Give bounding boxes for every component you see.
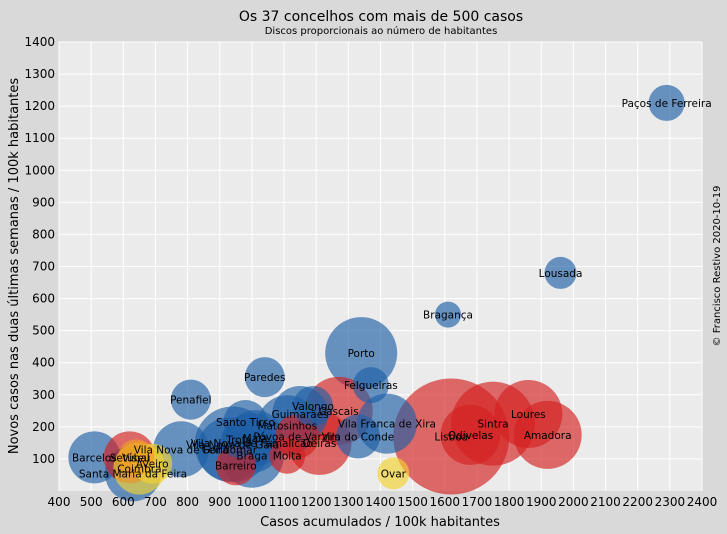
- bubble-label: Aveiro: [136, 459, 169, 471]
- bubble-point: [335, 414, 380, 459]
- x-axis-label: Casos acumulados / 100k habitantes: [260, 515, 500, 530]
- bubble-label: Trofa: [225, 435, 252, 447]
- y-tick-label: 300: [32, 388, 55, 402]
- bubble-point: [513, 400, 582, 469]
- x-tick-label: 2300: [655, 495, 686, 509]
- y-tick-label: 100: [32, 452, 55, 466]
- y-tick-label: 1300: [24, 67, 55, 81]
- y-tick-label: 500: [32, 324, 55, 338]
- bubble-point: [435, 301, 462, 328]
- bubble-label: Amadora: [524, 430, 572, 442]
- bubble-label: Barreiro: [215, 460, 257, 472]
- bubble-label: Cascais: [319, 406, 359, 418]
- bubble-label: Póvoa de Varzim: [253, 431, 340, 443]
- bubble-point: [544, 256, 577, 289]
- y-tick-label: 900: [32, 195, 55, 209]
- x-tick-label: 600: [112, 495, 135, 509]
- bubble-point: [352, 367, 389, 404]
- bubble-point: [292, 386, 333, 427]
- bubble-point: [118, 439, 155, 476]
- bubble-label: Vila Nova de Famalicão: [191, 438, 313, 450]
- bubble-point: [269, 437, 306, 474]
- y-tick-label: 400: [32, 356, 55, 370]
- x-tick-label: 900: [208, 495, 231, 509]
- bubble-point: [377, 457, 410, 490]
- bubble-label: Barcelos: [72, 452, 117, 464]
- bubble-label: Vila Nova de Gaia: [186, 439, 279, 451]
- bubble-label: Sintra: [477, 419, 508, 431]
- bubble-label: Vila do Conde: [322, 431, 395, 443]
- bubble-label: Santa Maria da Feira: [79, 468, 187, 480]
- bubble-label: Oeiras: [302, 438, 336, 450]
- y-tick-label: 700: [32, 260, 55, 274]
- x-tick-label: 1300: [333, 495, 364, 509]
- x-tick-label: 2100: [590, 495, 621, 509]
- bubble-label: Bragança: [423, 310, 473, 322]
- y-tick-label: 600: [32, 292, 55, 306]
- x-tick-label: 800: [176, 495, 199, 509]
- y-tick-label: 1000: [24, 163, 55, 177]
- bubble-label: Guimarães: [272, 409, 329, 421]
- y-tick-label: 800: [32, 227, 55, 241]
- bubble-point: [244, 357, 285, 398]
- bubble-label: Ovar: [381, 468, 407, 480]
- x-tick-label: 1800: [494, 495, 525, 509]
- x-tick-label: 1400: [365, 495, 396, 509]
- bubble-label: Valongo: [292, 401, 334, 413]
- x-tick-label: 2000: [558, 495, 589, 509]
- bubble-label: Felgueiras: [344, 380, 398, 392]
- y-tick-label: 200: [32, 420, 55, 434]
- bubble-label: Vila Nova de Feira: [134, 444, 229, 456]
- x-tick-label: 1700: [462, 495, 493, 509]
- y-tick-labels: 100 200 300 400 500 600 700 800 900 1000 1100 1200 1…: [24, 35, 55, 466]
- bubble-point: [440, 404, 501, 465]
- x-tick-label: 1000: [237, 495, 268, 509]
- bubble-label: Setúbal: [110, 452, 150, 464]
- bubble-point: [170, 379, 211, 420]
- bubble-label: Penafiel: [170, 395, 212, 407]
- bubble-point: [221, 421, 258, 458]
- chart-title: Os 37 concelhos com mais de 500 casos: [239, 9, 523, 25]
- y-tick-label: 1100: [24, 131, 55, 145]
- bubble-label: Paredes: [244, 372, 285, 384]
- x-tick-labels: 400 500 600 700 800 900 1000 1100 1200 1300 1400 15…: [48, 495, 718, 509]
- x-tick-label: 1600: [430, 495, 461, 509]
- chart-subtitle: Discos proporcionais ao número de habita…: [265, 25, 498, 37]
- y-axis-label: Novos casos nas duas últimas semanas / 1…: [7, 78, 22, 455]
- bubble-label: Moita: [273, 451, 302, 463]
- bubble-label: Lisboa: [434, 431, 468, 443]
- x-tick-label: 1200: [301, 495, 332, 509]
- x-tick-label: 1500: [397, 495, 428, 509]
- bubble-label: Lousada: [539, 268, 583, 280]
- bubble-label: Paços de Ferreira: [622, 98, 712, 110]
- credit-text: © Francisco Restivo 2020-10-19: [712, 186, 723, 347]
- x-tick-label: 400: [48, 495, 71, 509]
- x-tick-label: 700: [144, 495, 167, 509]
- y-tick-label: 1400: [24, 35, 55, 49]
- bubble-label: Coimbra: [117, 464, 161, 476]
- bubble-label: Gondomar: [202, 444, 258, 456]
- bubble-label: Porto: [348, 348, 375, 360]
- bubble-label: Maia: [243, 433, 268, 445]
- bubble-point: [648, 84, 685, 121]
- bubbles: [68, 84, 685, 502]
- bubble-label: Loures: [511, 409, 546, 421]
- bubble-label: Vila Franca de Xira: [338, 419, 436, 431]
- bubble-label: Matosinhos: [257, 420, 317, 432]
- bubble-label: Odivelas: [448, 430, 493, 442]
- x-tick-label: 2200: [622, 495, 653, 509]
- bubble-label: Santo Tirso: [216, 417, 275, 429]
- x-tick-label: 1100: [269, 495, 300, 509]
- x-tick-label: 1900: [526, 495, 557, 509]
- x-tick-label: 500: [80, 495, 103, 509]
- x-tick-label: 2400: [687, 495, 718, 509]
- bubble-label: Viseu: [122, 452, 150, 464]
- bubble-label: Braga: [236, 451, 267, 463]
- y-tick-label: 1200: [24, 99, 55, 113]
